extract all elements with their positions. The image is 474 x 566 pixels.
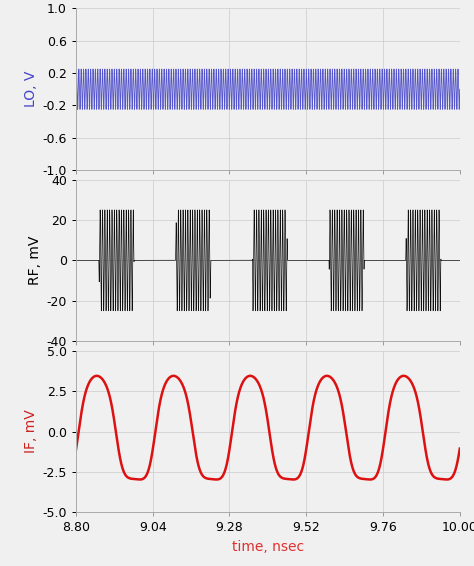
Y-axis label: IF, mV: IF, mV xyxy=(24,410,38,453)
Y-axis label: RF, mV: RF, mV xyxy=(28,235,42,285)
Y-axis label: LO, V: LO, V xyxy=(24,71,38,108)
X-axis label: time, nsec: time, nsec xyxy=(232,540,304,554)
